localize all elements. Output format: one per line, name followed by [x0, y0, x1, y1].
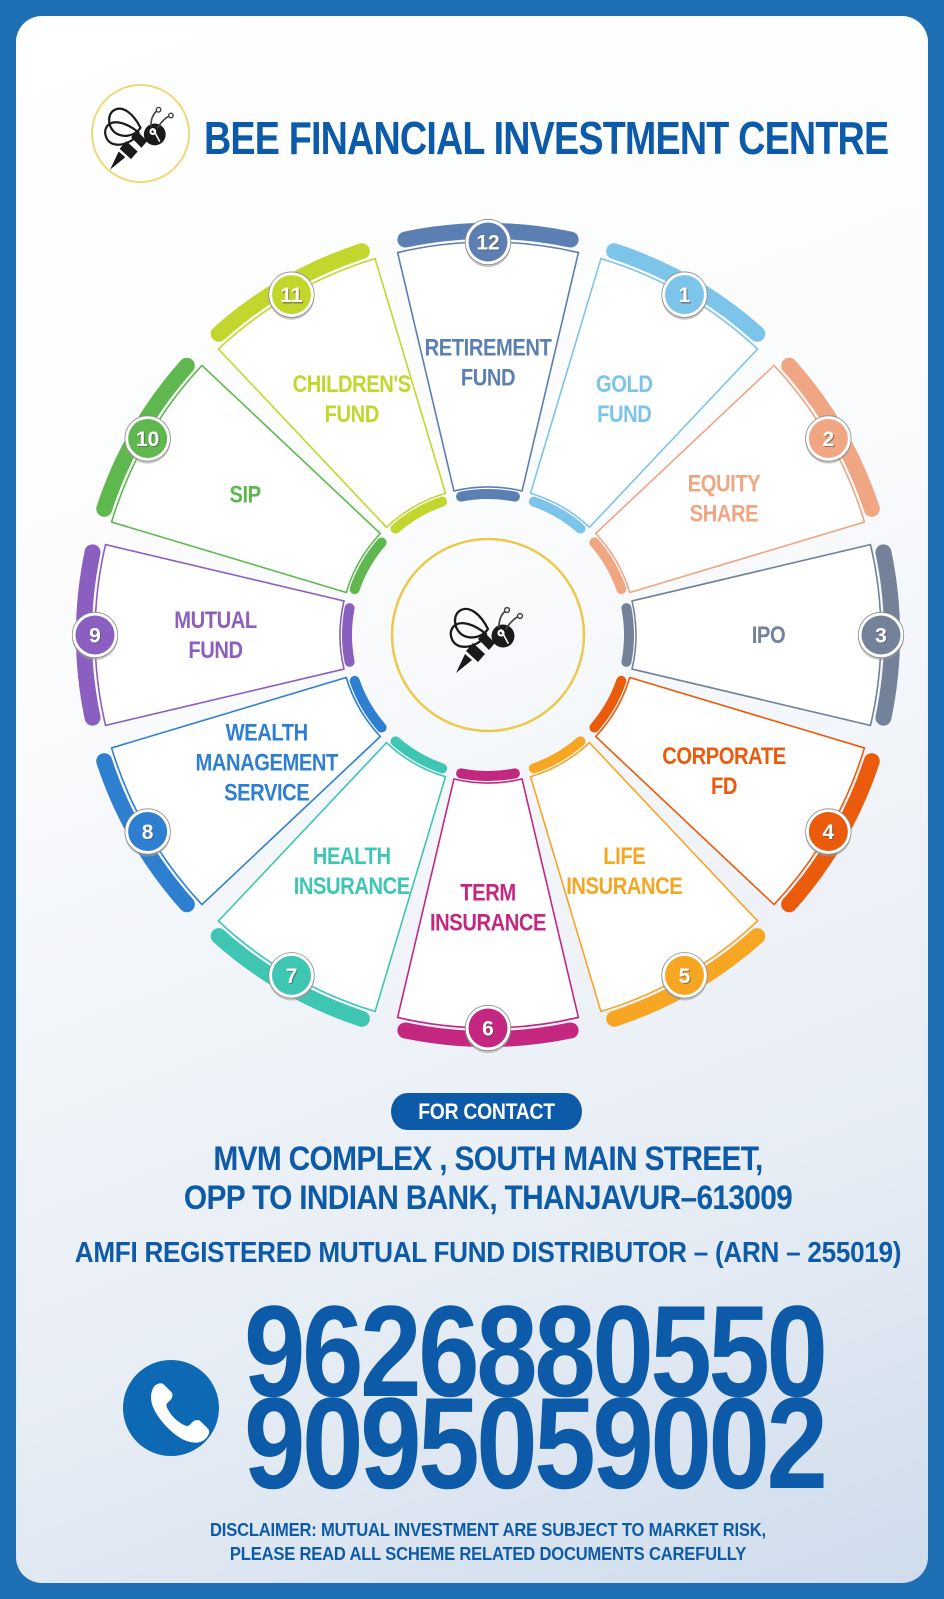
svg-text:CHILDREN'S: CHILDREN'S [293, 370, 411, 397]
svg-text:11: 11 [280, 284, 303, 307]
svg-text:FUND: FUND [188, 636, 243, 663]
svg-text:GOLD: GOLD [596, 370, 653, 397]
svg-text:FD: FD [711, 773, 737, 800]
svg-text:SIP: SIP [229, 481, 261, 508]
svg-text:RETIREMENT: RETIREMENT [425, 334, 553, 361]
svg-text:TERM: TERM [460, 879, 515, 906]
svg-text:8: 8 [142, 821, 154, 844]
svg-text:12: 12 [476, 232, 499, 255]
svg-text:7: 7 [286, 965, 298, 988]
svg-text:10: 10 [136, 428, 159, 451]
svg-text:INSURANCE: INSURANCE [430, 909, 546, 936]
svg-text:SERVICE: SERVICE [224, 779, 309, 806]
svg-text:3: 3 [875, 625, 887, 648]
svg-text:FUND: FUND [325, 400, 380, 427]
svg-text:WEALTH: WEALTH [226, 719, 308, 746]
svg-text:MANAGEMENT: MANAGEMENT [195, 749, 338, 776]
svg-text:2: 2 [823, 428, 835, 451]
svg-text:FUND: FUND [597, 400, 652, 427]
svg-text:MUTUAL: MUTUAL [174, 606, 257, 633]
svg-text:6: 6 [482, 1018, 494, 1041]
svg-text:1: 1 [679, 284, 691, 307]
svg-text:9: 9 [89, 625, 101, 648]
svg-text:INSURANCE: INSURANCE [294, 872, 410, 899]
svg-text:INSURANCE: INSURANCE [566, 872, 682, 899]
svg-text:IPO: IPO [752, 621, 786, 648]
svg-text:5: 5 [679, 965, 691, 988]
svg-text:4: 4 [823, 821, 835, 844]
svg-text:HEALTH: HEALTH [313, 842, 391, 869]
svg-text:LIFE: LIFE [603, 842, 645, 869]
svg-text:EQUITY: EQUITY [688, 470, 761, 497]
svg-text:CORPORATE: CORPORATE [662, 743, 785, 770]
svg-text:SHARE: SHARE [690, 500, 758, 527]
svg-text:FUND: FUND [461, 364, 516, 391]
